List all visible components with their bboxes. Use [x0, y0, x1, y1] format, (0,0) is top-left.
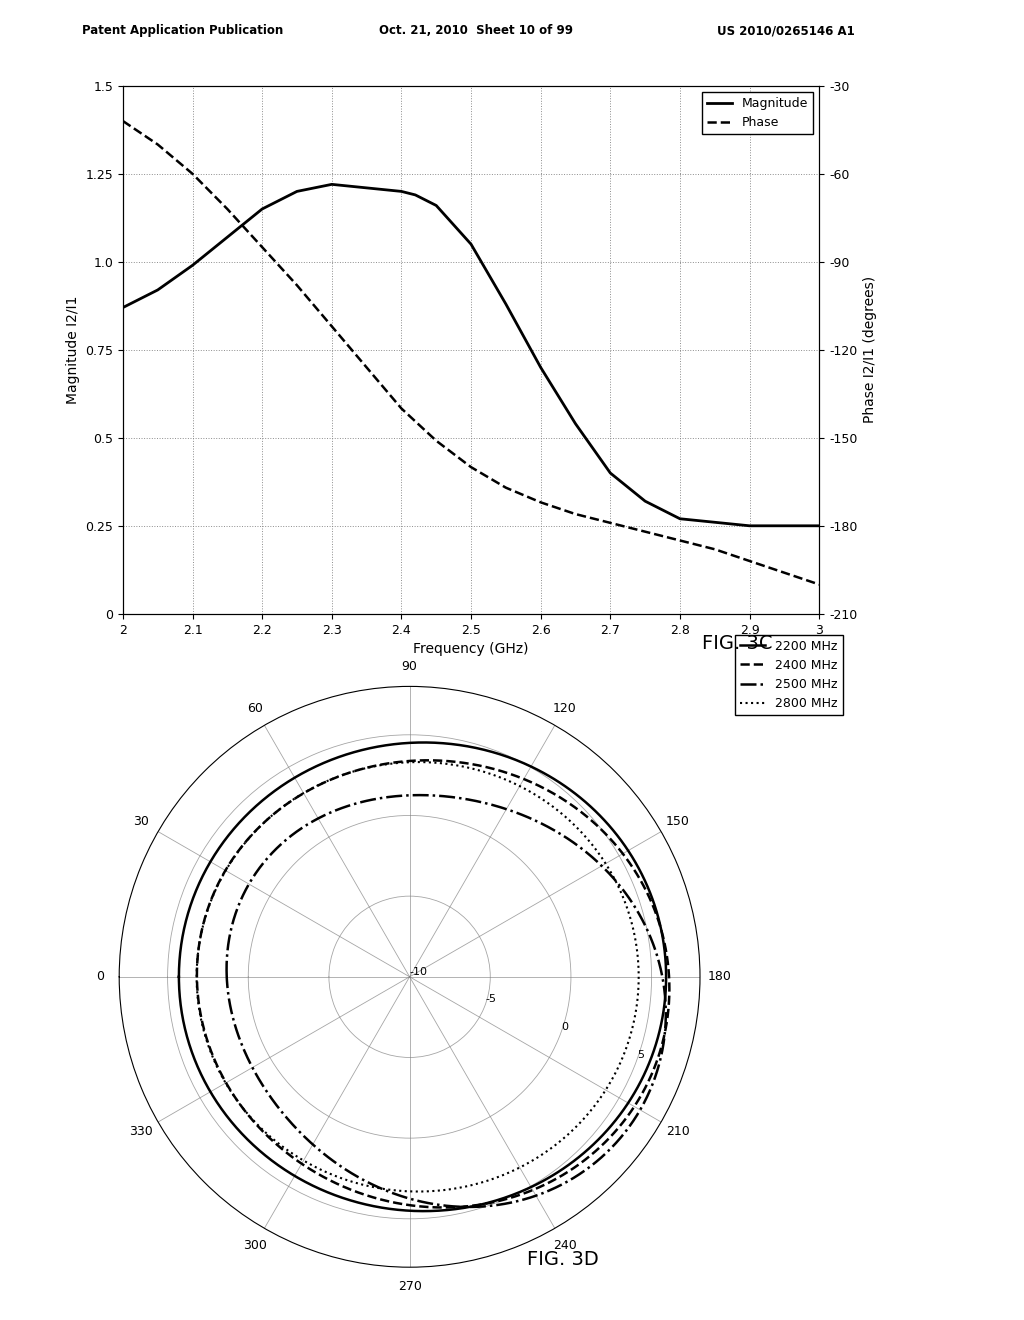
2500 MHz	[269, 841, 282, 857]
Phase	[326, 318, 338, 334]
2800 MHz	[521, 1156, 534, 1172]
Phase	[709, 541, 721, 557]
2500 MHz	[434, 788, 446, 804]
2800 MHz	[270, 804, 283, 820]
Phase	[535, 495, 547, 511]
Phase	[186, 166, 199, 182]
Phase	[569, 506, 582, 521]
Text: US 2010/0265146 A1: US 2010/0265146 A1	[717, 24, 855, 37]
2800 MHz	[250, 822, 262, 838]
Line: Magnitude: Magnitude	[123, 185, 819, 525]
2200 MHz	[441, 735, 454, 751]
2400 MHz	[438, 752, 451, 768]
Phase	[291, 277, 303, 293]
2400 MHz	[367, 759, 379, 775]
2500 MHz	[220, 969, 232, 985]
Magnitude	[709, 515, 721, 531]
Line: 2200 MHz: 2200 MHz	[179, 742, 667, 1212]
Phase	[152, 136, 164, 152]
Legend: Magnitude, Phase: Magnitude, Phase	[701, 92, 813, 135]
2800 MHz	[369, 758, 381, 774]
Phase	[117, 114, 129, 129]
2400 MHz	[656, 1035, 669, 1051]
Magnitude	[639, 494, 651, 510]
Text: Oct. 21, 2010  Sheet 10 of 99: Oct. 21, 2010 Sheet 10 of 99	[379, 24, 572, 37]
Y-axis label: Phase I2/I1 (degrees): Phase I2/I1 (degrees)	[863, 276, 877, 424]
Line: Phase: Phase	[123, 121, 819, 585]
Magnitude	[674, 511, 686, 527]
2200 MHz	[173, 969, 185, 985]
2500 MHz	[221, 948, 233, 964]
2200 MHz	[250, 1139, 262, 1155]
Phase	[604, 515, 616, 531]
2200 MHz	[572, 1150, 585, 1166]
2800 MHz	[190, 969, 203, 985]
Magnitude	[395, 183, 408, 199]
2400 MHz	[538, 1177, 550, 1193]
2200 MHz	[535, 1173, 547, 1189]
Magnitude	[291, 183, 303, 199]
2500 MHz	[220, 969, 232, 985]
Magnitude	[360, 180, 373, 195]
Y-axis label: Magnitude I2/I1: Magnitude I2/I1	[66, 296, 80, 404]
Line: 2800 MHz: 2800 MHz	[197, 762, 639, 1192]
2800 MHz	[439, 756, 452, 772]
Magnitude	[326, 177, 338, 193]
2400 MHz	[191, 945, 204, 961]
Phase	[674, 532, 686, 548]
Text: Patent Application Publication: Patent Application Publication	[82, 24, 284, 37]
2500 MHz	[376, 791, 388, 807]
Magnitude	[186, 257, 199, 273]
Phase	[256, 239, 268, 255]
Line: 2500 MHz: 2500 MHz	[226, 795, 666, 1206]
Magnitude	[152, 282, 164, 298]
Phase	[639, 524, 651, 540]
Magnitude	[604, 465, 616, 480]
Phase	[465, 459, 477, 475]
2200 MHz	[237, 810, 249, 826]
Phase	[360, 359, 373, 375]
2800 MHz	[555, 1133, 567, 1148]
Text: FIG. 3C: FIG. 3C	[702, 635, 772, 653]
Magnitude	[221, 230, 233, 246]
2500 MHz	[581, 1162, 593, 1177]
Magnitude	[256, 201, 268, 216]
2500 MHz	[373, 791, 385, 807]
Magnitude	[535, 359, 547, 375]
Legend: 2200 MHz, 2400 MHz, 2500 MHz, 2800 MHz: 2200 MHz, 2400 MHz, 2500 MHz, 2800 MHz	[735, 635, 843, 715]
Magnitude	[117, 300, 129, 315]
Phase	[778, 565, 791, 581]
Magnitude	[813, 517, 825, 533]
2400 MHz	[577, 1154, 589, 1170]
Phase	[430, 433, 442, 449]
2200 MHz	[364, 741, 376, 756]
Phase	[500, 479, 512, 495]
2400 MHz	[250, 822, 262, 838]
2500 MHz	[635, 1101, 647, 1117]
2800 MHz	[191, 945, 204, 961]
2200 MHz	[173, 969, 185, 985]
2400 MHz	[190, 969, 203, 985]
Phase	[395, 400, 408, 416]
X-axis label: Frequency (GHz): Frequency (GHz)	[414, 642, 528, 656]
2800 MHz	[633, 968, 645, 983]
Text: FIG. 3D: FIG. 3D	[527, 1250, 599, 1269]
Phase	[743, 553, 756, 569]
Magnitude	[410, 187, 422, 203]
2500 MHz	[539, 1184, 551, 1200]
Magnitude	[500, 296, 512, 312]
Magnitude	[569, 416, 582, 432]
Phase	[221, 201, 233, 216]
2400 MHz	[190, 969, 203, 985]
2800 MHz	[190, 969, 203, 985]
Magnitude	[465, 236, 477, 252]
Line: 2400 MHz: 2400 MHz	[197, 760, 670, 1208]
Magnitude	[778, 517, 791, 533]
2400 MHz	[214, 1064, 226, 1080]
2200 MHz	[660, 968, 673, 983]
Magnitude	[430, 198, 442, 214]
2200 MHz	[174, 942, 186, 958]
Magnitude	[743, 517, 756, 533]
Phase	[813, 577, 825, 593]
